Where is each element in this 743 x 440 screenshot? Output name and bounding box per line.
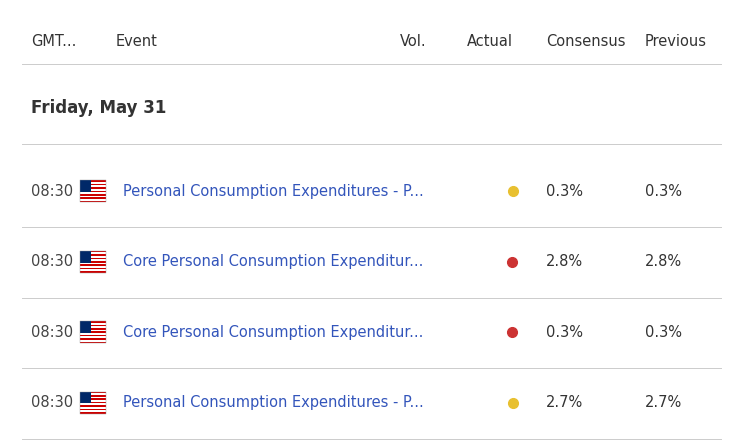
- Text: 08:30: 08:30: [31, 395, 74, 410]
- FancyBboxPatch shape: [80, 271, 106, 273]
- Text: 08:30: 08:30: [31, 184, 74, 199]
- FancyBboxPatch shape: [80, 321, 106, 323]
- FancyBboxPatch shape: [80, 182, 106, 184]
- FancyBboxPatch shape: [80, 186, 106, 187]
- FancyBboxPatch shape: [80, 323, 106, 325]
- FancyBboxPatch shape: [80, 340, 106, 341]
- FancyBboxPatch shape: [80, 201, 106, 202]
- Text: GMT...: GMT...: [31, 34, 77, 49]
- FancyBboxPatch shape: [80, 331, 106, 333]
- FancyBboxPatch shape: [80, 392, 106, 393]
- FancyBboxPatch shape: [80, 187, 106, 189]
- FancyBboxPatch shape: [80, 341, 106, 343]
- Text: Consensus: Consensus: [546, 34, 626, 49]
- Text: 2.8%: 2.8%: [546, 254, 583, 269]
- Text: Personal Consumption Expenditures - P...: Personal Consumption Expenditures - P...: [123, 184, 424, 199]
- FancyBboxPatch shape: [80, 256, 106, 257]
- FancyBboxPatch shape: [80, 338, 106, 340]
- FancyBboxPatch shape: [80, 393, 106, 395]
- Text: 2.7%: 2.7%: [645, 395, 682, 410]
- Text: Core Personal Consumption Expenditur...: Core Personal Consumption Expenditur...: [123, 325, 423, 340]
- FancyBboxPatch shape: [80, 407, 106, 408]
- Text: Actual: Actual: [467, 34, 513, 49]
- FancyBboxPatch shape: [80, 261, 106, 263]
- FancyBboxPatch shape: [80, 184, 106, 186]
- FancyBboxPatch shape: [80, 400, 106, 402]
- FancyBboxPatch shape: [80, 197, 106, 199]
- FancyBboxPatch shape: [80, 192, 106, 194]
- Text: 0.3%: 0.3%: [645, 325, 682, 340]
- FancyBboxPatch shape: [80, 196, 106, 197]
- FancyBboxPatch shape: [80, 326, 106, 328]
- FancyBboxPatch shape: [80, 403, 106, 405]
- FancyBboxPatch shape: [80, 189, 106, 191]
- FancyBboxPatch shape: [80, 392, 91, 403]
- FancyBboxPatch shape: [80, 412, 106, 414]
- FancyBboxPatch shape: [80, 264, 106, 266]
- Text: 2.8%: 2.8%: [645, 254, 682, 269]
- FancyBboxPatch shape: [80, 180, 106, 182]
- FancyBboxPatch shape: [80, 325, 106, 326]
- Text: Vol.: Vol.: [400, 34, 426, 49]
- FancyBboxPatch shape: [80, 335, 106, 337]
- FancyBboxPatch shape: [80, 268, 106, 269]
- FancyBboxPatch shape: [80, 199, 106, 201]
- FancyBboxPatch shape: [80, 408, 106, 410]
- FancyBboxPatch shape: [80, 321, 91, 333]
- FancyBboxPatch shape: [80, 253, 106, 254]
- Text: Previous: Previous: [645, 34, 707, 49]
- FancyBboxPatch shape: [80, 251, 91, 263]
- Text: 0.3%: 0.3%: [546, 325, 583, 340]
- Text: Personal Consumption Expenditures - P...: Personal Consumption Expenditures - P...: [123, 395, 424, 410]
- FancyBboxPatch shape: [80, 402, 106, 403]
- FancyBboxPatch shape: [80, 333, 106, 335]
- Text: 08:30: 08:30: [31, 254, 74, 269]
- FancyBboxPatch shape: [80, 337, 106, 338]
- FancyBboxPatch shape: [80, 266, 106, 268]
- FancyBboxPatch shape: [80, 254, 106, 256]
- FancyBboxPatch shape: [80, 410, 106, 412]
- FancyBboxPatch shape: [80, 395, 106, 397]
- FancyBboxPatch shape: [80, 257, 106, 259]
- Text: Friday, May 31: Friday, May 31: [31, 99, 166, 117]
- FancyBboxPatch shape: [80, 328, 106, 330]
- Text: Core Personal Consumption Expenditur...: Core Personal Consumption Expenditur...: [123, 254, 423, 269]
- FancyBboxPatch shape: [80, 191, 106, 192]
- Text: 2.7%: 2.7%: [546, 395, 583, 410]
- FancyBboxPatch shape: [80, 397, 106, 398]
- Text: 0.3%: 0.3%: [645, 184, 682, 199]
- Text: Event: Event: [115, 34, 157, 49]
- FancyBboxPatch shape: [80, 251, 106, 253]
- Text: 0.3%: 0.3%: [546, 184, 583, 199]
- FancyBboxPatch shape: [80, 259, 106, 261]
- FancyBboxPatch shape: [80, 194, 106, 196]
- FancyBboxPatch shape: [80, 330, 106, 331]
- Text: 08:30: 08:30: [31, 325, 74, 340]
- FancyBboxPatch shape: [80, 263, 106, 264]
- FancyBboxPatch shape: [80, 398, 106, 400]
- FancyBboxPatch shape: [80, 269, 106, 271]
- FancyBboxPatch shape: [80, 405, 106, 407]
- FancyBboxPatch shape: [80, 180, 91, 192]
